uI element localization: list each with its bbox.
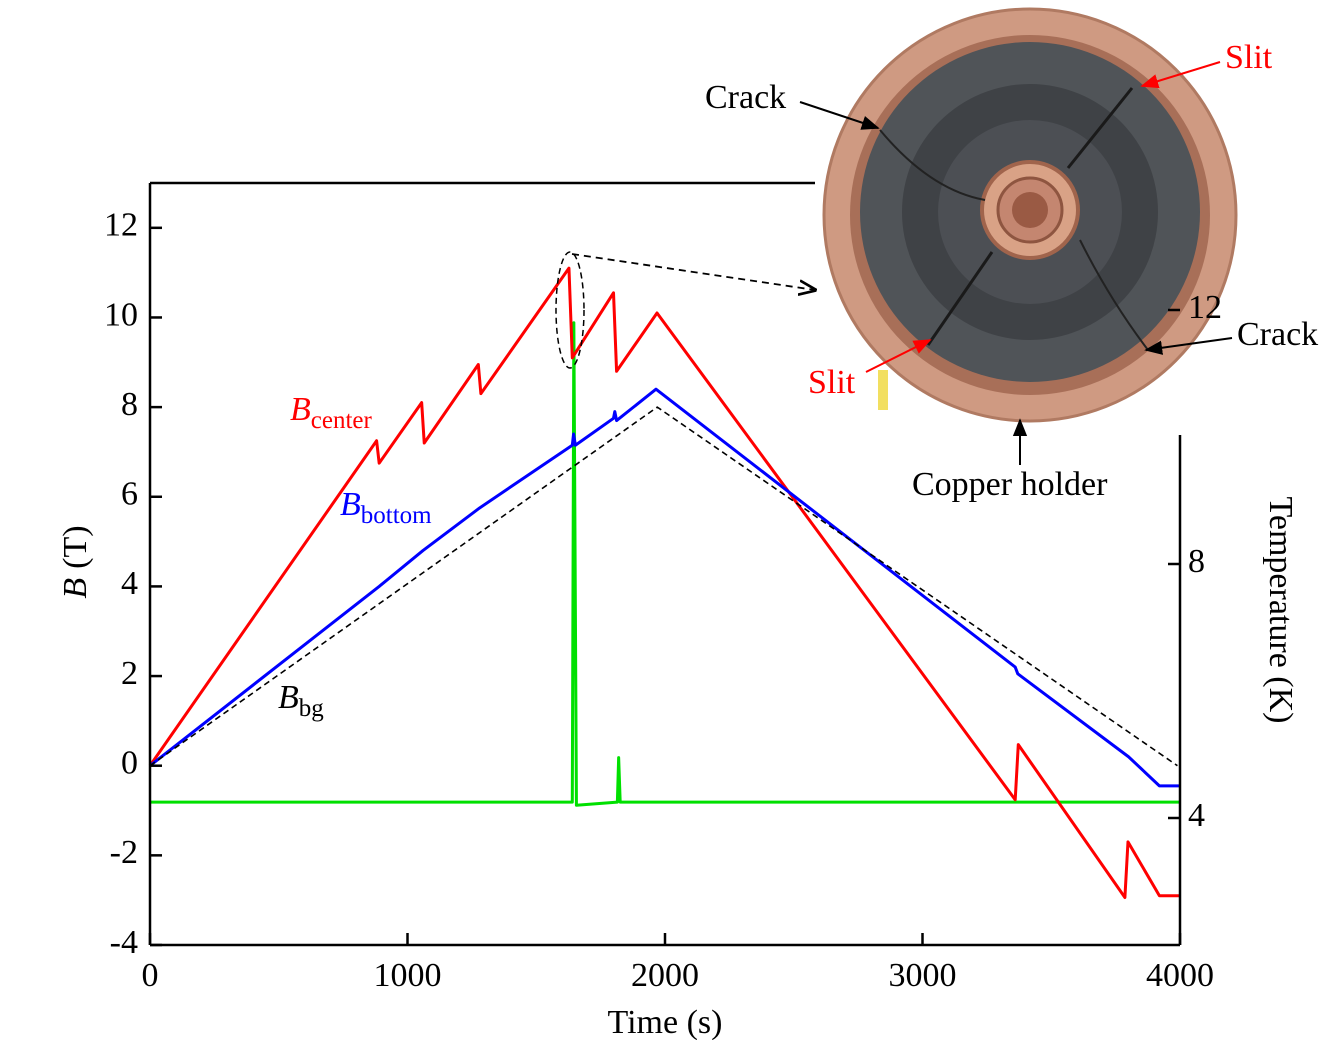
- sample-photo: [822, 7, 1238, 423]
- y2-tick-label: 12: [1188, 289, 1222, 326]
- annotation-arrow: [799, 101, 880, 130]
- y-tick-label: 0: [121, 745, 138, 782]
- y-axis-unit: (T): [57, 525, 94, 568]
- y2-axis-label: Temperature (K): [1262, 497, 1299, 724]
- annotation-arrow: [1144, 337, 1233, 355]
- y-axis-label: B (T): [57, 525, 94, 598]
- x-tick-label: 4000: [1146, 957, 1214, 994]
- series-label-symbol: B: [340, 486, 361, 523]
- y-tick-label: -4: [110, 924, 138, 961]
- plot: [148, 266, 1180, 899]
- y2-tick-label: 4: [1188, 797, 1205, 834]
- series-label-subscript: bottom: [361, 502, 432, 529]
- annotation-arrow: [865, 339, 932, 373]
- data-line: [150, 321, 1180, 807]
- data-line: [148, 266, 1180, 899]
- series-label-subscript: center: [311, 407, 373, 434]
- series-label: Bbg: [278, 679, 324, 722]
- y-tick-label: 12: [104, 207, 138, 244]
- annotation: Slit: [1225, 39, 1273, 76]
- callout-arrow: [571, 253, 815, 290]
- annotation: Crack: [705, 79, 786, 116]
- data-line: [149, 387, 1180, 788]
- y-tick-label: 10: [104, 296, 138, 333]
- highlight-ellipse: [555, 251, 585, 369]
- annotation: Crack: [1237, 316, 1318, 353]
- y-tick-label: 4: [121, 565, 138, 602]
- y2-tick-label: 8: [1188, 543, 1205, 580]
- y-tick-label: 2: [121, 655, 138, 692]
- x-axis-label: Time (s): [608, 1004, 723, 1040]
- annotation: Copper holder: [912, 466, 1108, 503]
- x-tick-label: 2000: [631, 957, 699, 994]
- y-tick-label: -2: [110, 834, 138, 871]
- series-label: Bbottom: [340, 486, 432, 529]
- y-axis-symbol: B: [57, 578, 94, 599]
- x-tick-label: 0: [142, 957, 159, 994]
- y-tick-label: 6: [121, 476, 138, 513]
- series-label-subscript: bg: [299, 695, 325, 722]
- annotation: Slit: [808, 364, 856, 401]
- x-tick-label: 1000: [374, 957, 442, 994]
- series-label-symbol: B: [278, 679, 299, 716]
- series-label: Bcenter: [290, 391, 373, 434]
- x-tick-label: 3000: [889, 957, 957, 994]
- data-line: [149, 406, 1178, 767]
- annotation-arrow: [1140, 61, 1221, 89]
- y-tick-label: 8: [121, 386, 138, 423]
- series-label-symbol: B: [290, 391, 311, 428]
